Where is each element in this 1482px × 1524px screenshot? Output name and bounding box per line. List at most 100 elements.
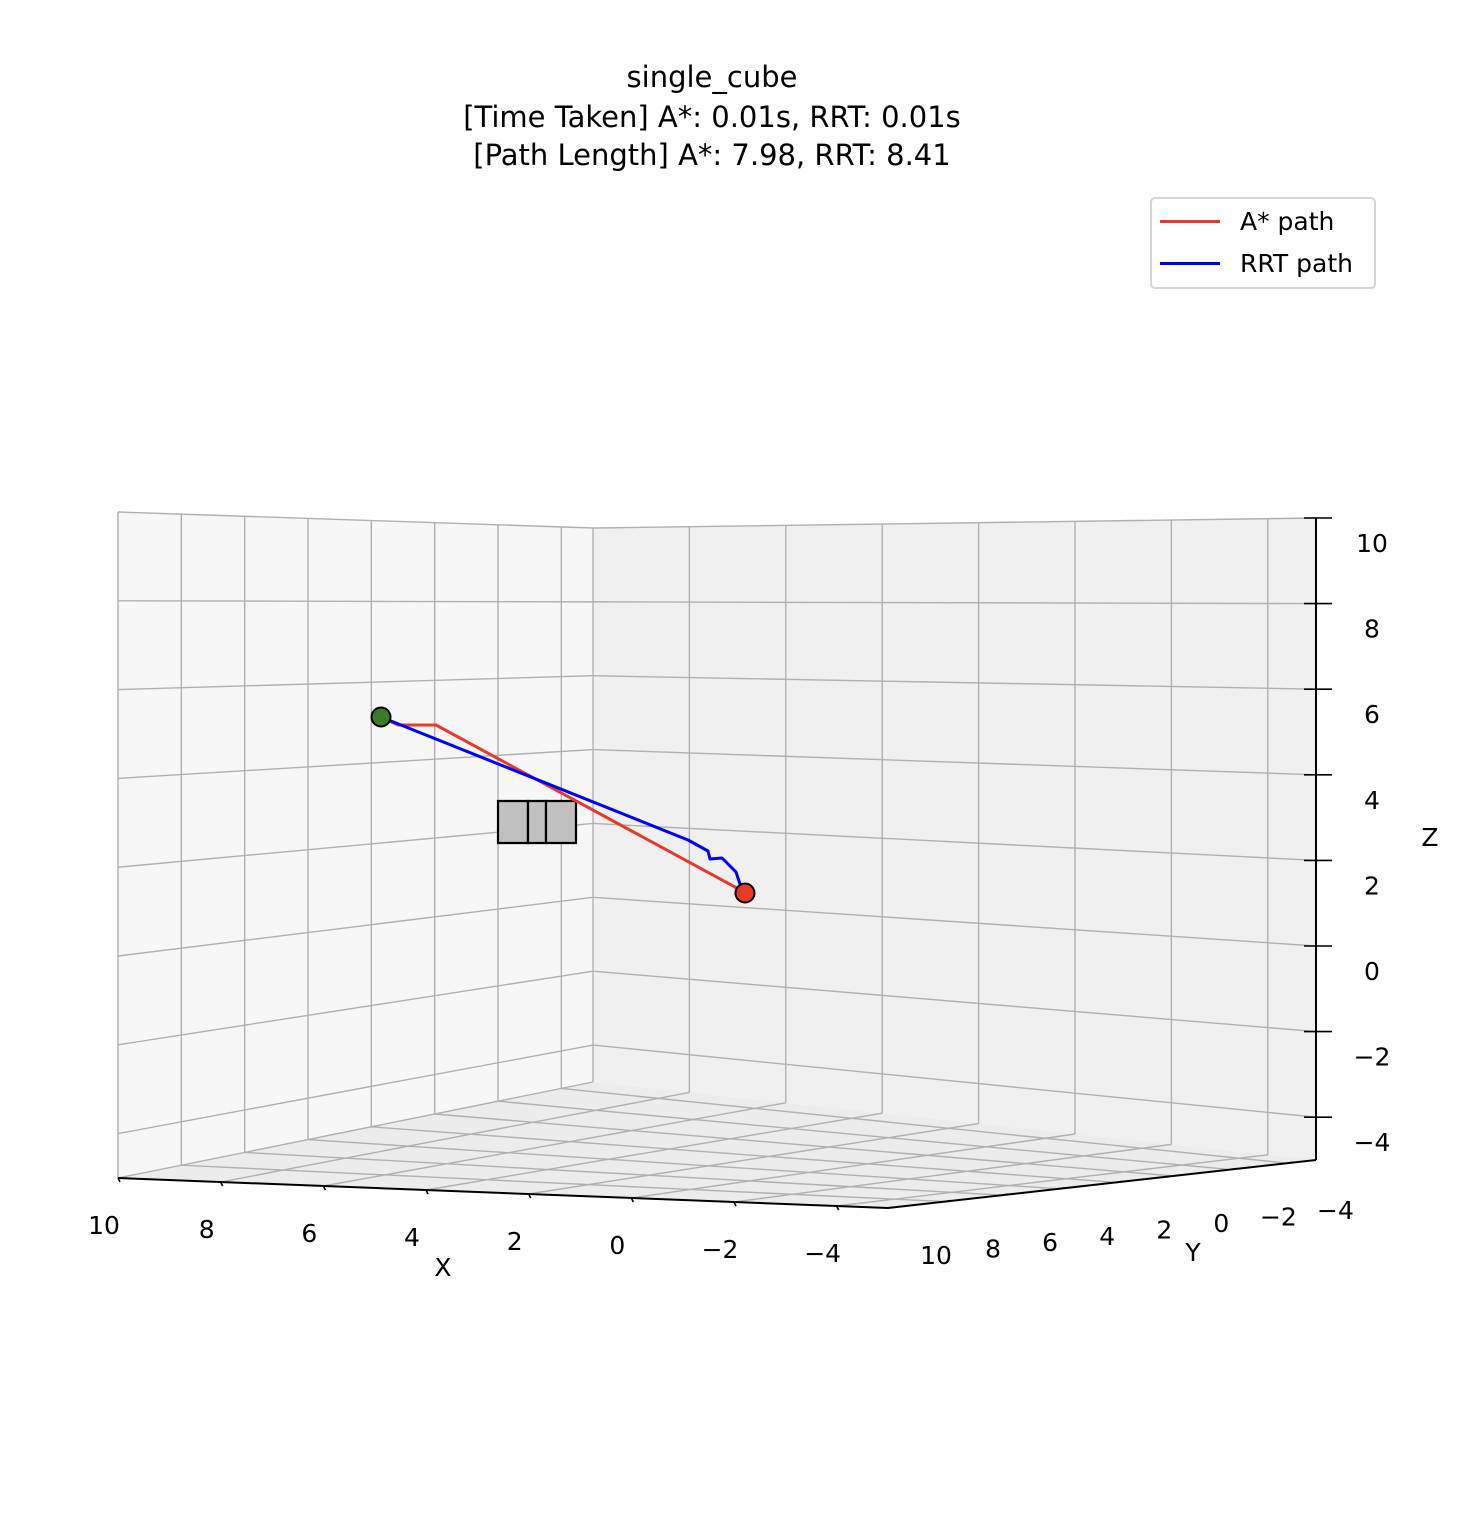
z-tick-label: 8: [1364, 615, 1380, 644]
z-tick-label: 2: [1364, 871, 1380, 900]
x-tick-label: 4: [404, 1223, 420, 1252]
grid-line-z: [592, 517, 1317, 529]
obstacle-cube: [496, 799, 578, 845]
pane-right: [593, 518, 1316, 1160]
y-tick-label: 6: [1042, 1228, 1058, 1257]
grid-line-z: [592, 896, 1317, 947]
grid-line-z: [117, 970, 594, 1046]
grid-line-y: [561, 1087, 1288, 1164]
legend-swatch-astar: [1160, 219, 1220, 223]
grid-line-z: [592, 748, 1317, 776]
x-tick-label: −2: [702, 1235, 739, 1264]
x-tick-label: 10: [88, 1211, 120, 1240]
cube-face: [544, 799, 578, 845]
grid-line-x: [528, 1122, 979, 1195]
y-tick: [1116, 1180, 1123, 1184]
grid-line-z: [592, 970, 1317, 1033]
grid-line-x: [836, 1154, 1268, 1207]
y-tick-label: −2: [1260, 1203, 1297, 1232]
y-tick: [1173, 1174, 1180, 1177]
grid-line-z: [592, 601, 1317, 605]
grid-line-y: [181, 1164, 946, 1203]
z-tick-label: 6: [1364, 700, 1380, 729]
tick-labels: 10 8 6 4 2 0 −2 −4 10 8 6 4 2 0 −2 −4 10 8 6 4 2 0 −2 −4 X Y Z: [88, 529, 1438, 1282]
y-tick-label: 0: [1213, 1209, 1229, 1238]
grid-line-z: [117, 1044, 594, 1135]
y-tick-label: 8: [985, 1235, 1001, 1264]
grid-line-x: [425, 1112, 883, 1191]
y-tick: [1002, 1193, 1009, 1196]
y-tick-label: −4: [1317, 1196, 1354, 1225]
x-tick: [630, 1197, 635, 1203]
x-tick: [117, 1177, 121, 1183]
legend-label-rrt: RRT path: [1240, 248, 1353, 278]
grid-line-y: [371, 1126, 1117, 1184]
legend-swatch-rrt: [1160, 261, 1220, 265]
cube-face: [526, 799, 548, 845]
x-tick-label: −4: [804, 1239, 841, 1268]
chart-title: single_cube: [626, 60, 798, 94]
legend-entry-astar: A* path: [1160, 206, 1334, 236]
tick-marks: [117, 517, 1332, 1211]
start-marker: [370, 706, 392, 728]
x-tick-label: 6: [301, 1219, 317, 1248]
x-tick-label: 0: [609, 1231, 625, 1260]
x-tick: [835, 1205, 840, 1211]
z-tick-label: −2: [1354, 1043, 1391, 1072]
x-axis-line: [117, 1177, 889, 1209]
y-tick: [944, 1199, 952, 1203]
x-tick: [733, 1201, 737, 1207]
grid-line-y: [434, 1113, 1174, 1177]
grid-line-y: [244, 1151, 1003, 1196]
x-tick: [322, 1185, 327, 1191]
grid-line-x: [117, 1081, 594, 1179]
z-axis-label: Z: [1421, 823, 1438, 852]
z-tick-label: 10: [1356, 529, 1388, 558]
x-axis-label: X: [434, 1253, 451, 1282]
legend: A* path RRT path: [1150, 197, 1376, 289]
grid-line-x: [220, 1091, 690, 1183]
legend-entry-rrt: RRT path: [1160, 248, 1353, 278]
y-tick: [1230, 1167, 1237, 1171]
y-tick: [1059, 1187, 1066, 1190]
cube-face: [496, 799, 530, 845]
y-tick-label: 4: [1099, 1222, 1115, 1251]
grid-line-y: [307, 1138, 1060, 1190]
grid-line-z: [592, 675, 1317, 690]
plot-area: [370, 706, 756, 904]
grid-line-z: [117, 896, 594, 957]
y-axis-line: [887, 1159, 1317, 1209]
grid-line-z: [592, 822, 1317, 862]
grid-line-x: [733, 1143, 1172, 1203]
legend-label-astar: A* path: [1240, 206, 1335, 236]
x-tick: [527, 1193, 532, 1199]
z-tick-label: −4: [1354, 1128, 1391, 1157]
y-tick-label: 2: [1156, 1215, 1172, 1244]
x-tick: [425, 1189, 429, 1195]
rrt-path-line: [379, 715, 745, 895]
grid-line-z: [117, 748, 594, 780]
grid-line-z: [117, 600, 594, 603]
x-tick-label: 8: [199, 1215, 215, 1244]
z-tick-label: 0: [1364, 957, 1380, 986]
grid-lines: [117, 511, 1317, 1209]
axis-panes: [118, 512, 1316, 1208]
y-tick: [887, 1206, 895, 1209]
grid-line-z: [117, 511, 594, 529]
goal-marker: [734, 882, 756, 904]
grid-line-y: [497, 1100, 1231, 1171]
chart-subtitle-time: [Time Taken] A*: 0.01s, RRT: 0.01s: [463, 100, 961, 134]
chart-subtitle-length: [Path Length] A*: 7.98, RRT: 8.41: [473, 138, 951, 172]
y-axis-label: Y: [1184, 1238, 1201, 1267]
grid-line-x: [323, 1102, 786, 1187]
x-tick-label: 2: [507, 1227, 523, 1256]
grid-line-x: [631, 1133, 1076, 1199]
grid-line-z: [592, 1044, 1317, 1118]
x-tick: [219, 1181, 224, 1187]
y-tick: [1287, 1161, 1294, 1164]
grid-line-z: [117, 675, 594, 691]
axis-lines: [117, 518, 1317, 1209]
z-tick-label: 4: [1364, 786, 1380, 815]
y-tick-label: 10: [920, 1241, 952, 1270]
